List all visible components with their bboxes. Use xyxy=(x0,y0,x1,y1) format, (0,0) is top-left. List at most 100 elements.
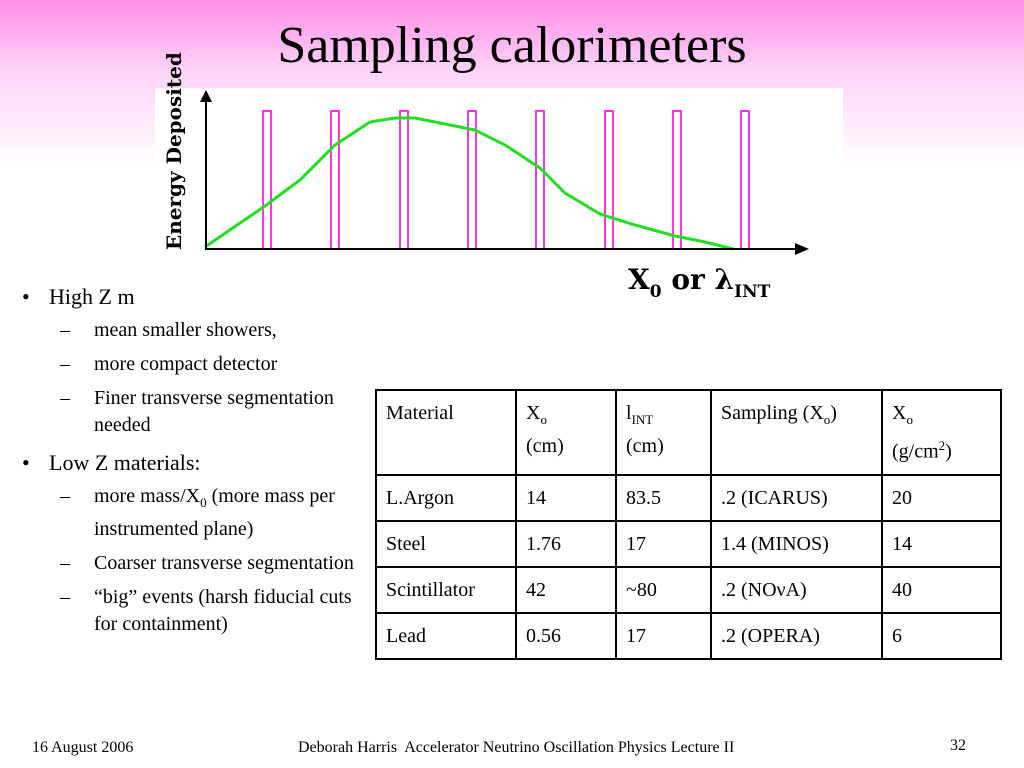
slide-number: 32 xyxy=(950,737,966,754)
table-row: L.Argon 14 83.5 .2 (ICARUS) 20 xyxy=(375,473,1002,522)
cell-sampling: .2 (OPERA) xyxy=(710,611,883,660)
sampling-layer xyxy=(262,110,272,250)
bullet-text: High Z m xyxy=(49,284,135,309)
header-xo2-sub: o xyxy=(906,412,913,427)
sub-bullet-text: “big” events (harsh fiducial cuts for co… xyxy=(94,586,352,635)
sub-bullet-text-part: more mass/X xyxy=(94,485,201,507)
cell-sampling: 1.4 (MINOS) xyxy=(710,519,883,568)
x-axis-label-or: or xyxy=(661,263,715,296)
x-axis-label-x: X xyxy=(628,263,650,296)
dash-marker: – xyxy=(60,387,70,409)
table-row: Steel 1.76 17 1.4 (MINOS) 14 xyxy=(375,519,1002,568)
header-sampling-sub: o xyxy=(823,412,831,427)
sampling-layer xyxy=(467,110,477,250)
header-xo2-unit: (g/cm xyxy=(892,440,939,463)
cell-xo-g: 40 xyxy=(881,565,1002,614)
header-lint-symbol: l xyxy=(626,402,632,424)
table-row: Lead 0.56 17 .2 (OPERA) 6 xyxy=(375,611,1002,660)
y-axis-arrow-icon xyxy=(200,90,212,102)
header-xo2-unit-sup: 2 xyxy=(938,438,946,453)
dash-marker: – xyxy=(60,586,70,608)
sampling-layers xyxy=(262,110,750,250)
cell-xo: 42 xyxy=(515,565,617,614)
header-material: Material xyxy=(375,389,517,476)
sampling-layer xyxy=(740,110,750,250)
cell-lint: 17 xyxy=(615,519,712,568)
dash-marker: – xyxy=(60,485,70,507)
bullet-item: • High Z m xyxy=(22,283,362,310)
cell-material: Steel xyxy=(375,519,517,568)
header-xo2-symbol: X xyxy=(892,402,907,424)
sub-bullet-text: mean smaller showers, xyxy=(94,319,277,341)
sub-bullet-text: more compact detector xyxy=(94,353,278,375)
y-axis-label: Energy Deposited xyxy=(162,52,186,250)
x-axis-label-lambda: λ xyxy=(714,263,735,296)
sub-bullet-text: Coarser transverse segmentation xyxy=(94,552,354,574)
sub-bullet-text: Finer transverse segmentation needed xyxy=(94,387,334,436)
materials-table: Material Xo (cm) lINT (cm) Sampling (Xo) X… xyxy=(375,389,1002,660)
cell-material: Lead xyxy=(375,611,517,660)
table-header-row: Material Xo (cm) lINT (cm) Sampling (Xo) X… xyxy=(375,389,1002,476)
cell-xo-g: 20 xyxy=(881,473,1002,522)
cell-xo-g: 6 xyxy=(881,611,1002,660)
sub-bullet-item: – Finer transverse segmentation needed xyxy=(22,385,362,439)
bullet-marker: • xyxy=(22,450,30,475)
sub-bullet-item: – more mass/X0 (more mass per instrument… xyxy=(22,483,362,543)
x-axis-arrow-icon xyxy=(795,243,809,255)
dash-marker: – xyxy=(60,353,70,375)
y-axis xyxy=(200,90,212,250)
header-lint-sub: INT xyxy=(631,412,654,427)
header-lint: lINT (cm) xyxy=(615,389,712,476)
cell-xo: 14 xyxy=(515,473,617,522)
dash-marker: – xyxy=(60,552,70,574)
sub-bullet-item: – more compact detector xyxy=(22,351,362,378)
cell-material: L.Argon xyxy=(375,473,517,522)
header-lint-unit: (cm) xyxy=(626,435,664,457)
x-axis-label-int: INT xyxy=(734,282,771,302)
header-xo: Xo (cm) xyxy=(515,389,617,476)
sub-bullet-item: – mean smaller showers, xyxy=(22,317,362,344)
header-sampling-close: ) xyxy=(830,402,837,424)
cell-material: Scintillator xyxy=(375,565,517,614)
header-sampling: Sampling (Xo) xyxy=(710,389,883,476)
shower-profile-figure xyxy=(155,88,843,308)
cell-sampling: .2 (ICARUS) xyxy=(710,473,883,522)
x-axis-label-x-sub: 0 xyxy=(649,282,662,302)
sub-bullet-text-part: (more mass per instrumented plane) xyxy=(94,485,335,540)
bullet-text: Low Z materials: xyxy=(49,450,201,475)
cell-sampling: .2 (NOνA) xyxy=(710,565,883,614)
header-xo2-unit-close: ) xyxy=(945,440,952,463)
x-axis-label: X0 or λINT xyxy=(628,262,770,302)
cell-lint: 83.5 xyxy=(615,473,712,522)
dash-marker: – xyxy=(60,319,70,341)
sampling-layer xyxy=(535,110,545,250)
header-xo-unit: (cm) xyxy=(526,435,564,457)
sampling-layer xyxy=(330,110,340,250)
cell-lint: ~80 xyxy=(615,565,712,614)
bullet-marker: • xyxy=(22,284,30,309)
bullet-item: • Low Z materials: xyxy=(22,449,362,476)
header-xo-symbol: X xyxy=(526,402,541,424)
energy-curve xyxy=(204,116,734,251)
sub-bullet-item: – “big” events (harsh fiducial cuts for … xyxy=(22,584,362,638)
x-axis xyxy=(206,243,809,255)
cell-xo: 1.76 xyxy=(515,519,617,568)
footer-title: Deborah Harris Accelerator Neutrino Osci… xyxy=(298,739,735,756)
slide-title: Sampling calorimeters xyxy=(277,17,747,74)
sampling-layer xyxy=(399,110,409,250)
sampling-layer xyxy=(604,110,614,250)
header-xo-g: Xo (g/cm2) xyxy=(881,389,1002,476)
footer-date: 16 August 2006 xyxy=(32,739,134,756)
shower-profile-svg xyxy=(200,90,809,255)
header-xo-sub: o xyxy=(540,412,547,427)
sampling-layer xyxy=(672,110,682,250)
bullet-list: • High Z m – mean smaller showers, – mor… xyxy=(22,280,362,638)
sub-bullet-subscript: 0 xyxy=(200,495,207,510)
sub-bullet-item: – Coarser transverse segmentation xyxy=(22,550,362,577)
cell-xo-g: 14 xyxy=(881,519,1002,568)
cell-xo: 0.56 xyxy=(515,611,617,660)
header-sampling-text: Sampling (X xyxy=(721,402,824,424)
cell-lint: 17 xyxy=(615,611,712,660)
table-row: Scintillator 42 ~80 .2 (NOνA) 40 xyxy=(375,565,1002,614)
sub-bullet-text: more mass/X0 (more mass per instrumented… xyxy=(94,485,335,540)
